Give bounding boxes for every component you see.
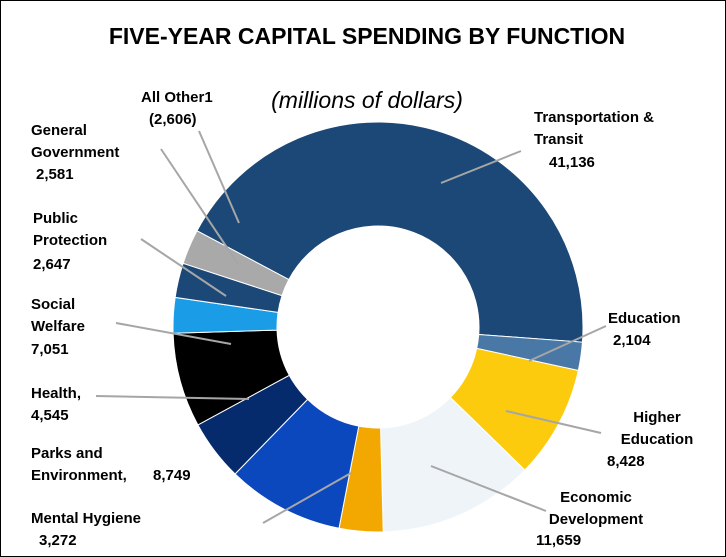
donut-slice [196,121,584,343]
value-label: 8,428 [607,453,645,470]
slice-label: Transportation & Transit [534,109,655,148]
slice-label: All Other1 [141,89,213,106]
chart-title: FIVE-YEAR CAPITAL SPENDING BY FUNCTION [108,23,626,49]
slice-label: Economic Development [548,489,644,528]
leader-line [430,465,547,512]
leader-line [440,150,522,184]
chart-subtitle: (millions of dollars) [271,87,463,113]
leader-line [505,410,602,434]
value-label: 2,647 [33,256,71,273]
slice-label: Parks and Environment, [31,445,127,484]
leader-line [528,325,607,362]
slice-label: Education [608,310,681,327]
value-label: 3,272 [39,532,77,549]
slice-label: Higher Education [620,409,694,448]
value-label: 41,136 [549,154,595,171]
slice-label: Public Protection [33,210,108,249]
slice-label: Social Welfare [31,296,85,335]
donut-slice [182,230,290,297]
value-label: 7,051 [31,341,69,358]
slice-label: Mental Hygiene [31,510,142,527]
value-label: 8,749 [153,467,191,484]
leader-line [140,238,227,297]
slice-label: General Government [31,122,120,161]
value-label: 2,104 [613,332,651,349]
leader-line [262,472,352,524]
value-label: (2,606) [149,111,197,128]
slice-label: Health, [31,385,82,402]
value-label: 2,581 [36,166,74,183]
value-label: 4,545 [31,407,69,424]
leader-line [115,322,232,345]
leader-line [160,148,239,265]
leader-line [95,395,250,400]
value-label: 11,659 [536,532,582,549]
leader-line [198,130,240,224]
